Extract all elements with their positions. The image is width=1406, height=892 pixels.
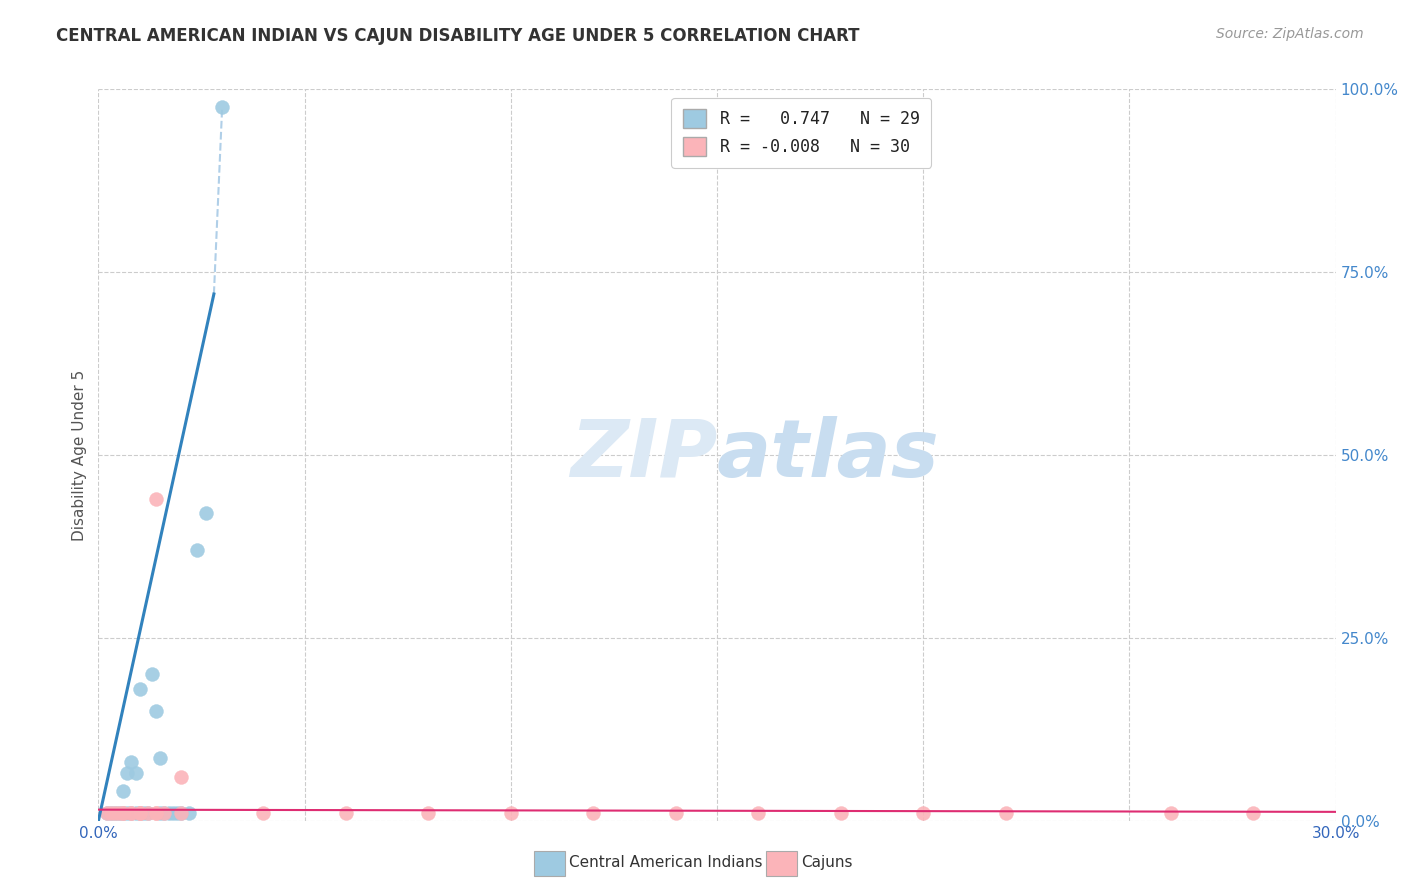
Point (145, 806, 167, 821)
Point (128, 806, 150, 821)
Text: CENTRAL AMERICAN INDIAN VS CAJUN DISABILITY AGE UNDER 5 CORRELATION CHART: CENTRAL AMERICAN INDIAN VS CAJUN DISABIL… (56, 27, 859, 45)
Point (112, 806, 135, 821)
Point (418, 806, 440, 821)
Point (145, 806, 167, 821)
Y-axis label: Disability Age Under 5: Disability Age Under 5 (72, 369, 87, 541)
Point (128, 806, 150, 821)
Point (141, 667, 163, 681)
Point (124, 806, 146, 821)
Point (120, 806, 142, 821)
Point (128, 806, 150, 821)
Text: ZIP: ZIP (569, 416, 717, 494)
Point (747, 806, 769, 821)
Point (104, 806, 127, 821)
Point (1160, 806, 1182, 821)
Point (112, 806, 135, 821)
Point (170, 806, 193, 821)
Point (120, 806, 142, 821)
Point (170, 806, 193, 821)
Point (252, 806, 274, 821)
Point (912, 806, 935, 821)
Point (96, 806, 118, 821)
Point (136, 806, 159, 821)
Point (96, 806, 118, 821)
Point (128, 681, 150, 696)
Point (117, 766, 139, 780)
Point (582, 806, 605, 821)
Legend: R =   0.747   N = 29, R = -0.008   N = 30: R = 0.747 N = 29, R = -0.008 N = 30 (672, 97, 931, 168)
Point (145, 491, 167, 506)
Text: Central American Indians: Central American Indians (569, 855, 763, 870)
Point (104, 806, 127, 821)
Point (120, 755, 142, 769)
Point (124, 766, 146, 780)
Point (100, 806, 122, 821)
Point (108, 806, 131, 821)
Point (136, 806, 159, 821)
Point (145, 704, 167, 718)
Point (157, 806, 180, 821)
Point (170, 770, 193, 784)
Point (112, 784, 135, 798)
Point (153, 806, 176, 821)
Point (128, 806, 150, 821)
Point (153, 806, 176, 821)
Text: Source: ZipAtlas.com: Source: ZipAtlas.com (1216, 27, 1364, 41)
Point (179, 806, 201, 821)
Text: Cajuns: Cajuns (801, 855, 853, 870)
Point (112, 806, 135, 821)
Point (117, 806, 139, 821)
Point (499, 806, 522, 821)
Point (994, 806, 1017, 821)
Point (132, 806, 155, 821)
Point (211, 101, 233, 115)
Point (108, 806, 131, 821)
Text: atlas: atlas (717, 416, 939, 494)
Point (162, 806, 184, 821)
Point (194, 507, 217, 521)
Point (335, 806, 357, 821)
Point (149, 806, 172, 821)
Point (830, 806, 852, 821)
Point (1241, 806, 1264, 821)
Point (186, 543, 208, 558)
Point (665, 806, 688, 821)
Point (120, 806, 142, 821)
Point (149, 751, 172, 765)
Point (166, 806, 188, 821)
Point (100, 806, 122, 821)
